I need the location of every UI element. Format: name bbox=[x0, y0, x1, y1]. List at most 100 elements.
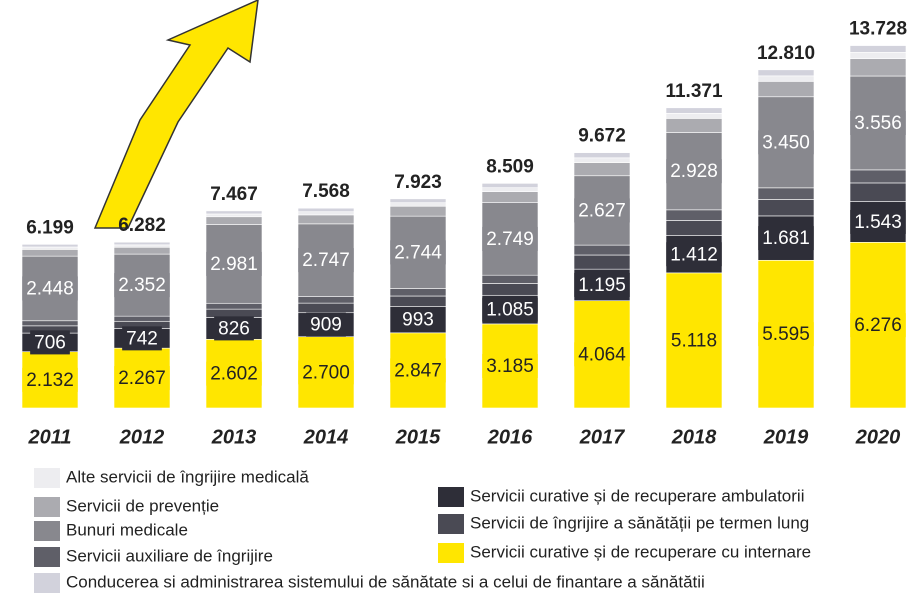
bar-segment bbox=[114, 316, 170, 321]
bar-segment bbox=[206, 214, 262, 217]
x-tick-label: 2013 bbox=[211, 426, 257, 448]
value-label: 2.700 bbox=[302, 362, 350, 383]
bar-segment bbox=[758, 76, 814, 81]
x-tick-label: 2012 bbox=[119, 426, 165, 448]
bar-segment bbox=[114, 247, 170, 254]
bar-segment bbox=[482, 192, 538, 203]
bar-segment bbox=[298, 296, 354, 303]
value-label: 2.627 bbox=[578, 200, 626, 221]
x-tick-label: 2020 bbox=[855, 426, 901, 448]
value-label: 2.132 bbox=[26, 370, 74, 391]
total-label: 6.282 bbox=[118, 215, 166, 236]
x-tick-label: 2014 bbox=[303, 426, 349, 448]
x-tick-label: 2017 bbox=[579, 426, 625, 448]
legend-label: Alte servicii de îngrijire medicală bbox=[66, 467, 309, 486]
bar-segment bbox=[298, 303, 354, 313]
bar-segment bbox=[850, 170, 906, 183]
bar-segment bbox=[298, 208, 354, 212]
bar-segment bbox=[298, 212, 354, 215]
bar-segment bbox=[22, 247, 78, 249]
total-label: 13.728 bbox=[849, 19, 907, 40]
value-label: 706 bbox=[34, 332, 66, 353]
chart: 6.19920116.28220127.46720137.56820147.92… bbox=[0, 0, 914, 598]
total-label: 7.568 bbox=[302, 181, 350, 202]
bar-segment bbox=[482, 183, 538, 187]
bar-segment bbox=[482, 283, 538, 295]
bar-segment bbox=[850, 183, 906, 202]
bar-segment bbox=[758, 199, 814, 216]
bar-segment bbox=[574, 153, 630, 158]
bar-segment bbox=[758, 81, 814, 96]
bar-segment bbox=[114, 245, 170, 247]
bar-segment bbox=[22, 321, 78, 326]
value-label: 909 bbox=[310, 315, 342, 336]
bar-segment bbox=[206, 217, 262, 225]
bar-segment bbox=[666, 210, 722, 221]
legend-label: Bunuri medicale bbox=[66, 520, 188, 539]
bar-segment bbox=[574, 245, 630, 255]
total-label: 9.672 bbox=[578, 126, 626, 147]
bar-segment bbox=[390, 199, 446, 203]
legend-swatch bbox=[34, 573, 60, 593]
bar-segment bbox=[758, 70, 814, 76]
value-label: 2.352 bbox=[118, 275, 166, 296]
bar-segment bbox=[206, 303, 262, 309]
value-label: 826 bbox=[218, 318, 250, 339]
legend-swatch bbox=[34, 468, 60, 488]
bar-segment bbox=[574, 158, 630, 163]
x-tick-label: 2019 bbox=[763, 426, 809, 448]
bar-segment bbox=[390, 289, 446, 296]
x-tick-label: 2015 bbox=[395, 426, 441, 448]
total-label: 12.810 bbox=[757, 43, 815, 64]
value-label: 2.928 bbox=[670, 161, 718, 182]
bar-segment bbox=[390, 203, 446, 207]
value-label: 2.981 bbox=[210, 254, 258, 275]
value-label: 1.681 bbox=[762, 228, 810, 249]
legend-swatch bbox=[34, 547, 60, 567]
total-label: 11.371 bbox=[665, 81, 722, 102]
legend-swatch bbox=[438, 487, 464, 507]
value-label: 3.450 bbox=[762, 132, 810, 153]
bar-segment bbox=[850, 52, 906, 58]
total-label: 7.923 bbox=[394, 172, 442, 193]
value-label: 742 bbox=[126, 328, 158, 349]
value-label: 1.543 bbox=[854, 212, 902, 233]
value-label: 2.744 bbox=[394, 242, 442, 263]
bar-segment bbox=[666, 220, 722, 235]
legend-swatch bbox=[438, 543, 464, 563]
bar-segment bbox=[850, 46, 906, 53]
value-label: 1.412 bbox=[670, 244, 718, 265]
bar-segment bbox=[574, 255, 630, 269]
bar-segment bbox=[22, 244, 78, 247]
value-label: 2.747 bbox=[302, 250, 350, 271]
legend-label: Servicii auxiliare de îngrijire bbox=[66, 546, 273, 565]
x-tick-label: 2018 bbox=[671, 426, 717, 448]
x-tick-label: 2016 bbox=[487, 426, 533, 448]
value-label: 1.195 bbox=[578, 275, 626, 296]
legend-label: Servicii de prevenție bbox=[66, 496, 219, 515]
total-label: 6.199 bbox=[26, 217, 74, 238]
bar-segment bbox=[22, 249, 78, 256]
legend-label: Conducerea si administrarea sistemului d… bbox=[66, 572, 705, 591]
legend-label: Servicii curative și de recuperare cu in… bbox=[470, 542, 811, 561]
bar-segment bbox=[390, 206, 446, 216]
bar-segment bbox=[114, 242, 170, 245]
bar-segment bbox=[482, 275, 538, 283]
bar-segment bbox=[482, 188, 538, 192]
legend-swatch bbox=[438, 514, 464, 534]
legend-swatch bbox=[34, 521, 60, 541]
value-label: 5.118 bbox=[671, 330, 717, 351]
bar-segment bbox=[666, 113, 722, 118]
bar-segment bbox=[758, 188, 814, 200]
bar-segment bbox=[574, 163, 630, 176]
bar-segment bbox=[666, 108, 722, 114]
bar-segment bbox=[390, 296, 446, 307]
value-label: 3.556 bbox=[854, 113, 902, 134]
value-label: 2.448 bbox=[26, 278, 74, 299]
value-label: 2.847 bbox=[394, 360, 442, 381]
total-label: 8.509 bbox=[486, 156, 534, 177]
value-label: 5.595 bbox=[762, 324, 810, 345]
value-label: 1.085 bbox=[486, 300, 534, 321]
legend-label: Servicii de îngrijire a sănătății pe ter… bbox=[470, 513, 809, 532]
bar-segment bbox=[850, 59, 906, 76]
